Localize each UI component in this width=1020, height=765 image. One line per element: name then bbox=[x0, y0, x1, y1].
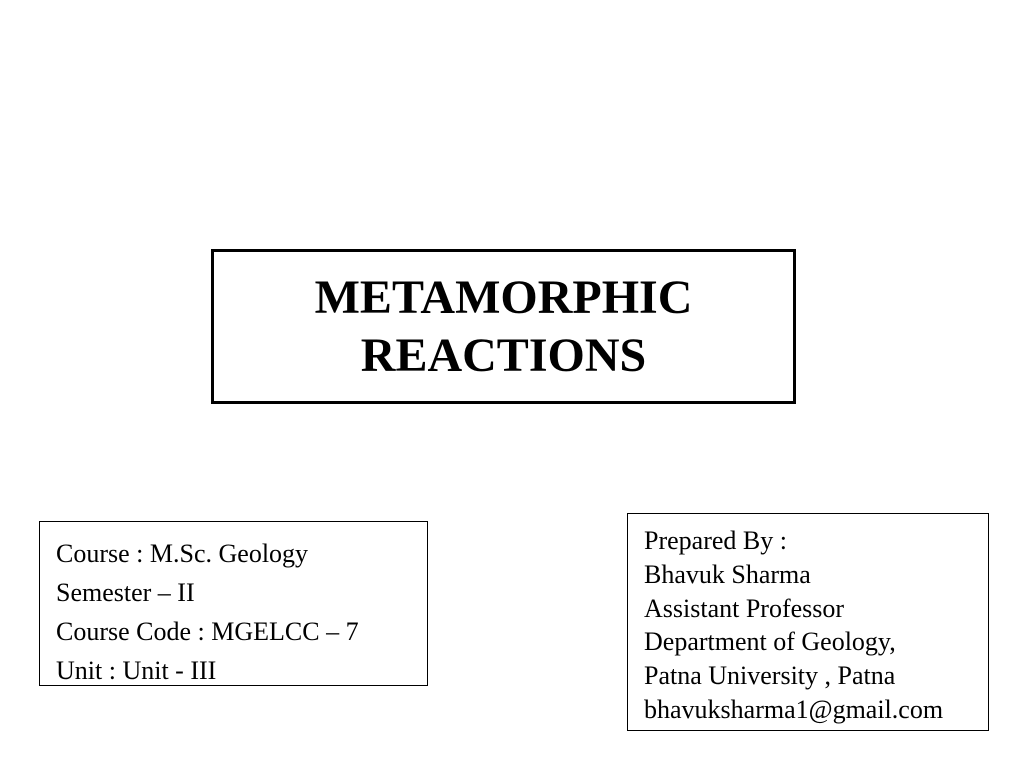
course-info-box: Course : M.Sc. Geology Semester – II Cou… bbox=[39, 521, 428, 686]
semester-label: Semester – II bbox=[56, 573, 411, 612]
title-line2: REACTIONS bbox=[361, 329, 646, 382]
author-name: Bhavuk Sharma bbox=[644, 558, 972, 592]
prepared-by-box: Prepared By : Bhavuk Sharma Assistant Pr… bbox=[627, 513, 989, 731]
course-code-label: Course Code : MGELCC – 7 bbox=[56, 612, 411, 651]
author-designation: Assistant Professor bbox=[644, 592, 972, 626]
course-label: Course : M.Sc. Geology bbox=[56, 534, 411, 573]
title-box: METAMORPHIC REACTIONS bbox=[211, 249, 796, 404]
author-department: Department of Geology, bbox=[644, 625, 972, 659]
title-text: METAMORPHIC REACTIONS bbox=[315, 269, 693, 384]
title-line1: METAMORPHIC bbox=[315, 271, 693, 324]
author-email: bhavuksharma1@gmail.com bbox=[644, 693, 972, 727]
author-university: Patna University , Patna bbox=[644, 659, 972, 693]
unit-label: Unit : Unit - III bbox=[56, 651, 411, 690]
prepared-by-label: Prepared By : bbox=[644, 524, 972, 558]
